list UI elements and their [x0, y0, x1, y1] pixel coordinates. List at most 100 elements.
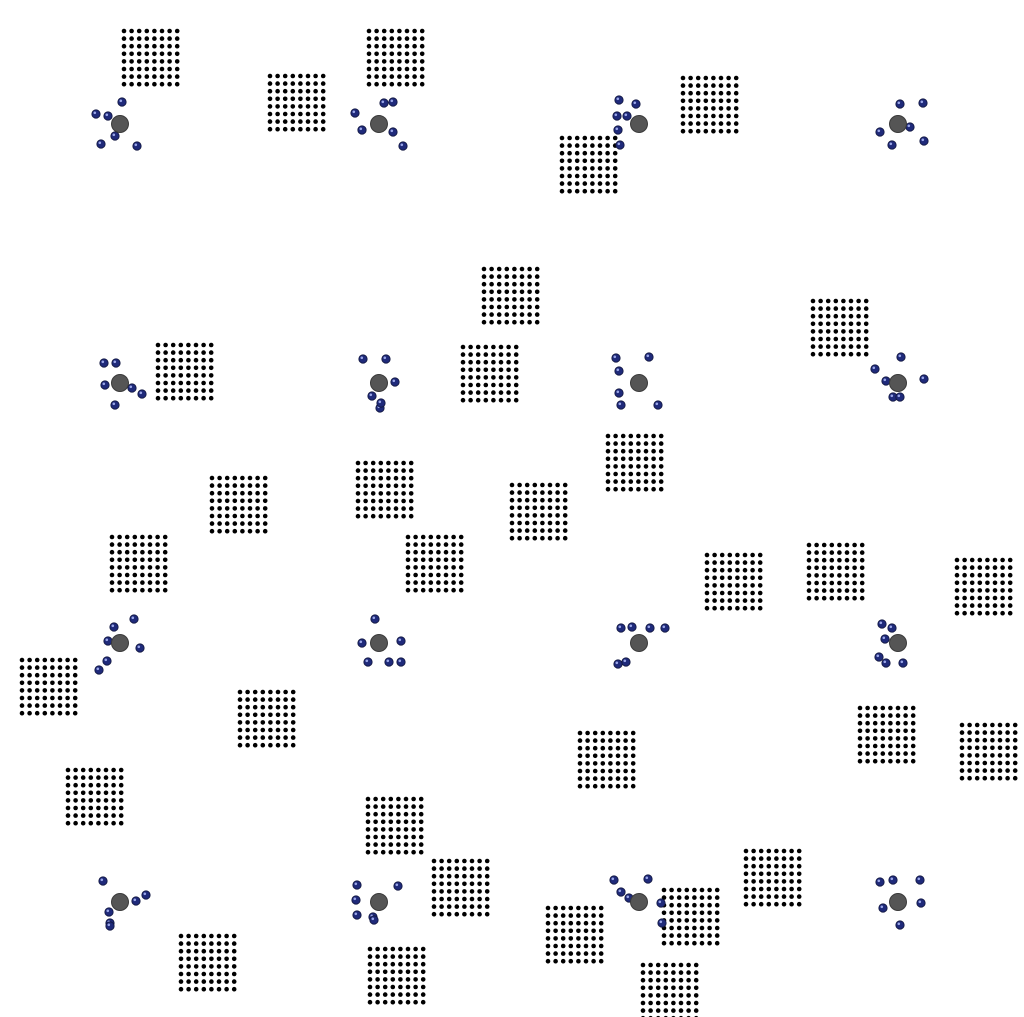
agent-marker [881, 658, 891, 668]
agent-marker [103, 636, 113, 646]
dot-block [680, 75, 739, 134]
agent-marker [100, 380, 110, 390]
hub-disc [889, 374, 907, 392]
hub-disc [630, 893, 648, 911]
agent-marker [390, 377, 400, 387]
hub-disc [370, 893, 388, 911]
agent-marker [381, 354, 391, 364]
hub-cluster [351, 880, 403, 925]
agent-marker [643, 874, 653, 884]
hub-cluster [870, 352, 929, 402]
agent-marker [393, 881, 403, 891]
agent-marker [132, 141, 142, 151]
agent-marker [615, 140, 625, 150]
agent-marker [653, 400, 663, 410]
hub-disc [630, 374, 648, 392]
agent-marker [916, 898, 926, 908]
hub-disc [889, 893, 907, 911]
agent-marker [102, 656, 112, 666]
agent-marker [875, 127, 885, 137]
agent-marker [611, 353, 621, 363]
agent-marker [905, 122, 915, 132]
hub-cluster [94, 614, 145, 675]
dot-block [237, 689, 296, 748]
agent-marker [358, 354, 368, 364]
dot-block [481, 266, 540, 325]
agent-marker [896, 352, 906, 362]
dot-block [178, 933, 237, 992]
agent-marker [915, 875, 925, 885]
agent-marker [357, 638, 367, 648]
agent-marker [91, 109, 101, 119]
agent-marker [110, 400, 120, 410]
hub-cluster [91, 97, 142, 151]
agent-marker [131, 896, 141, 906]
agent-marker [370, 614, 380, 624]
dot-block [367, 946, 426, 1005]
dot-block [810, 298, 869, 357]
dot-block [806, 542, 865, 601]
hub-disc [111, 374, 129, 392]
agent-marker [396, 636, 406, 646]
hub-cluster [875, 98, 929, 150]
dot-block [460, 344, 519, 403]
agent-marker [614, 388, 624, 398]
dot-block [121, 28, 180, 87]
hub-disc [370, 374, 388, 392]
dot-block [267, 73, 326, 132]
hub-cluster [99, 358, 147, 410]
agent-marker [870, 364, 880, 374]
agent-marker [398, 141, 408, 151]
agent-marker [357, 125, 367, 135]
agent-marker [887, 623, 897, 633]
dot-block [365, 796, 424, 855]
agent-marker [384, 657, 394, 667]
hub-cluster [358, 354, 400, 413]
agent-marker [117, 97, 127, 107]
agent-marker [660, 623, 670, 633]
dot-block [109, 534, 168, 593]
agent-marker [919, 136, 929, 146]
agent-marker [645, 623, 655, 633]
agent-marker [99, 358, 109, 368]
agent-marker [369, 915, 379, 925]
agent-marker [621, 657, 631, 667]
agent-marker [877, 619, 887, 629]
dot-block [577, 730, 636, 789]
hub-disc [111, 115, 129, 133]
agent-marker [129, 614, 139, 624]
dot-block [366, 28, 425, 87]
dot-block [605, 433, 664, 492]
agent-marker [613, 125, 623, 135]
agent-marker [888, 392, 898, 402]
agent-marker [656, 898, 666, 908]
agent-marker [94, 665, 104, 675]
agent-marker [379, 98, 389, 108]
agent-marker [127, 383, 137, 393]
agent-marker [612, 111, 622, 121]
agent-marker [657, 918, 667, 928]
agent-marker [878, 903, 888, 913]
hub-disc [630, 115, 648, 133]
agent-marker [388, 97, 398, 107]
agent-marker [352, 880, 362, 890]
agent-marker [895, 99, 905, 109]
agent-marker [351, 895, 361, 905]
dot-block [857, 705, 916, 764]
dot-blocks [19, 28, 1018, 1017]
dot-block [509, 482, 568, 541]
hubs [91, 95, 929, 931]
agent-marker [616, 887, 626, 897]
agent-marker [874, 652, 884, 662]
agent-marker [609, 875, 619, 885]
dot-block [704, 552, 763, 611]
agent-marker [109, 622, 119, 632]
hub-cluster [98, 876, 151, 931]
hub-cluster [613, 622, 670, 669]
agent-marker [104, 907, 114, 917]
agent-marker [888, 875, 898, 885]
agent-marker [887, 140, 897, 150]
hub-cluster [611, 352, 663, 410]
agent-marker [103, 111, 113, 121]
